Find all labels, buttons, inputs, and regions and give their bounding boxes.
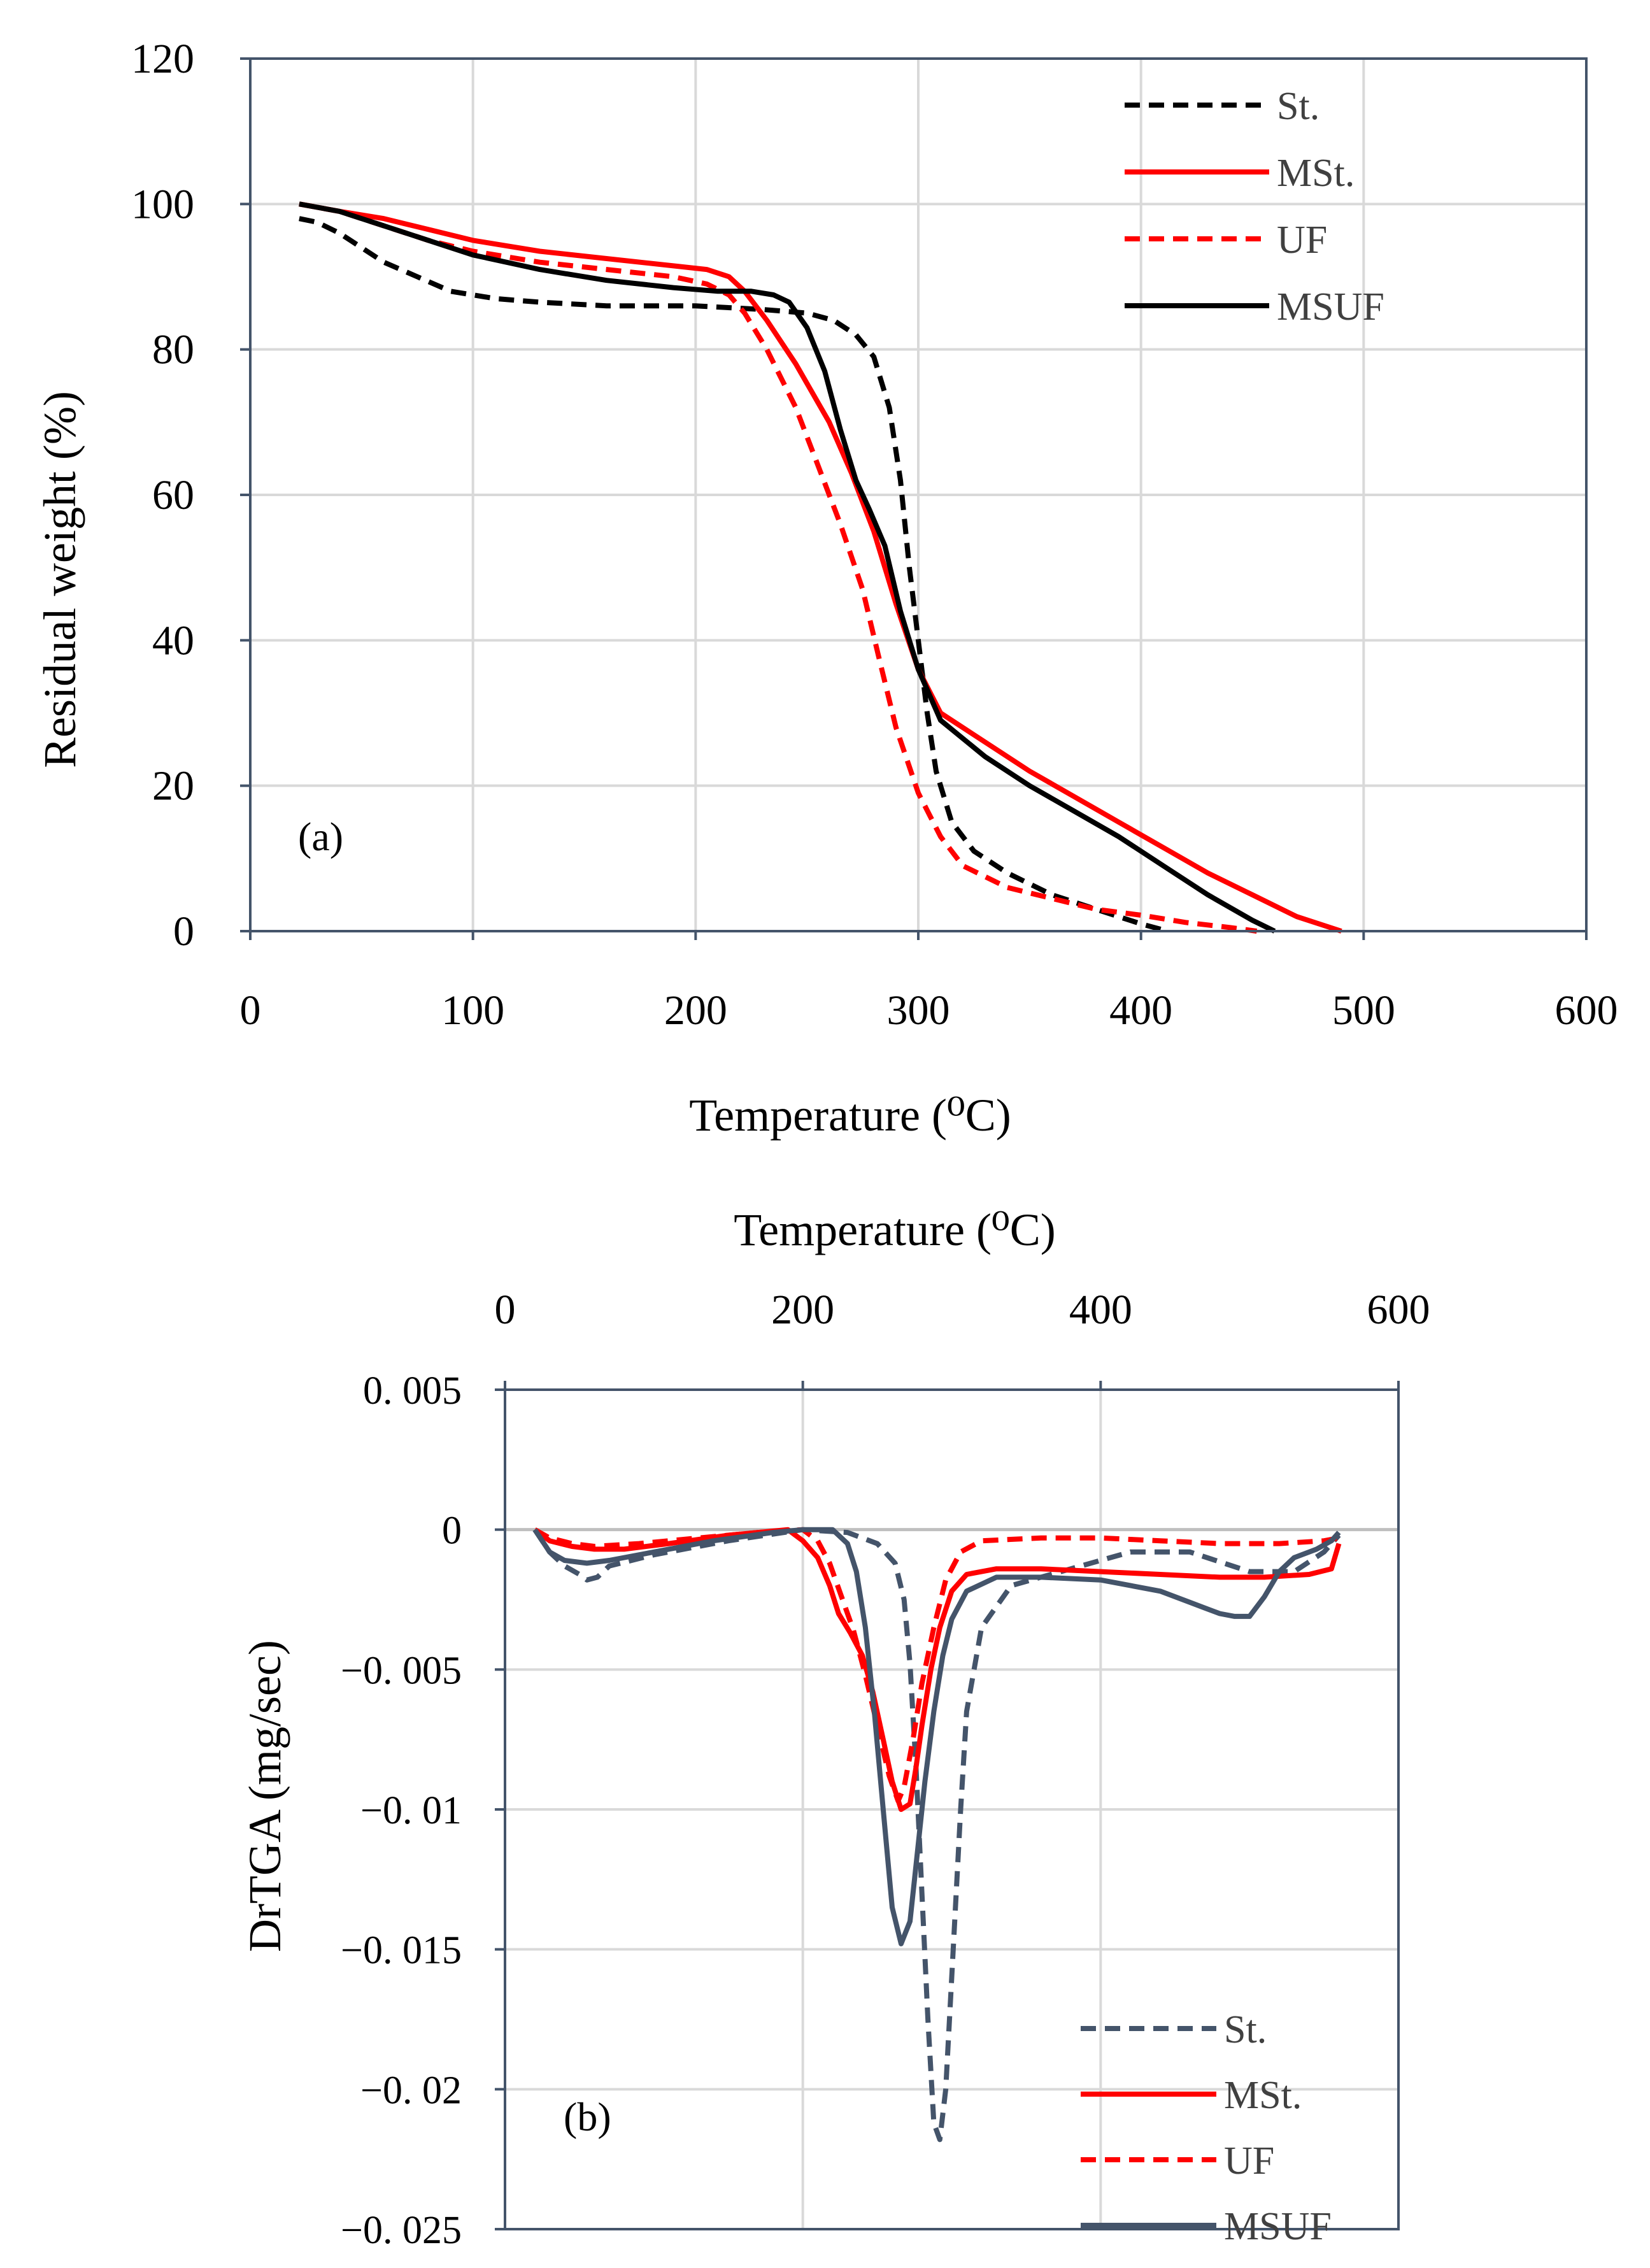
b-series-msuf-line — [532, 1527, 1341, 1946]
panel-a-label: (a) — [298, 814, 343, 859]
b-y-tick-label-6: −0. 025 — [341, 2209, 462, 2252]
panel-a-legend: St. MSt. UF MSUF — [1125, 85, 1384, 329]
b-x-tick-label-200: 200 — [771, 1287, 834, 1333]
a-y-tick-label-6: 120 — [131, 36, 194, 82]
b-legend-label-msuf: MSUF — [1224, 2205, 1332, 2248]
panel-a-axes — [240, 57, 1588, 940]
b-x-tick-label-600: 600 — [1367, 1287, 1430, 1333]
a-legend-label-uf: UF — [1277, 218, 1327, 262]
b-series-uf-line — [533, 1527, 1340, 1804]
a-y-tick-label-4: 80 — [152, 327, 194, 373]
panel-a-gridlines — [250, 59, 1586, 931]
b-y-tick-label-1: 0 — [442, 1509, 462, 1553]
b-y-tick-label-0: 0. 005 — [363, 1369, 462, 1413]
b-y-tick-label-4: −0. 015 — [341, 1929, 462, 1972]
a-x-tick-label-200: 200 — [664, 987, 727, 1034]
a-legend-label-msuf: MSUF — [1277, 285, 1384, 329]
b-y-tick-label-5: −0. 02 — [360, 2069, 462, 2112]
a-x-tick-label-0: 0 — [240, 987, 261, 1034]
b-legend-label-mst: MSt. — [1224, 2074, 1302, 2117]
panel-b-legend: St. MSt. UF MSUF — [1081, 2008, 1332, 2248]
a-series-mst-line — [299, 201, 1342, 934]
a-x-tick-label-300: 300 — [887, 987, 950, 1034]
a-series-st-line — [299, 216, 1169, 934]
panel-a-series-group — [299, 201, 1342, 934]
b-legend-label-uf: UF — [1224, 2139, 1274, 2183]
b-x-tick-label-400: 400 — [1069, 1287, 1132, 1333]
a-y-tick-label-3: 60 — [152, 472, 194, 518]
b-legend-label-st: St. — [1224, 2008, 1267, 2051]
panel-b-y-tick-labels: 0. 005 0 −0. 005 −0. 01 −0. 015 −0. 02 −0. 025 — [341, 1369, 462, 2252]
a-x-tick-label-100: 100 — [441, 987, 504, 1034]
b-y-tick-label-2: −0. 005 — [341, 1649, 462, 1692]
b-x-tick-label-0: 0 — [495, 1287, 516, 1333]
panel-a-x-axis-title: Temperature (⁰C) — [689, 1090, 1011, 1141]
panel-b-x-axis-title: Temperature (⁰C) — [734, 1204, 1056, 1255]
a-legend-label-st: St. — [1277, 85, 1319, 128]
panel-a-y-axis-title: Residual weight (%) — [34, 391, 85, 768]
a-series-msuf-line — [299, 201, 1276, 934]
panel-b-y-axis-title: DrTGA (mg/sec) — [239, 1640, 290, 1952]
panel-a-x-tick-labels: 0 100 200 300 400 500 600 — [240, 987, 1618, 1034]
panel-b-series-group — [532, 1527, 1342, 2143]
b-series-st-line — [532, 1527, 1341, 2143]
panel-a-tga-chart: 0 100 200 300 400 500 600 0 20 40 60 80 100 120 St. M… — [34, 36, 1618, 1141]
panel-b-label: (b) — [564, 2094, 611, 2139]
a-x-tick-label-600: 600 — [1555, 987, 1618, 1034]
a-x-tick-label-400: 400 — [1109, 987, 1172, 1034]
a-legend-label-mst: MSt. — [1277, 152, 1355, 195]
a-y-tick-label-2: 40 — [152, 617, 194, 664]
a-y-tick-label-5: 100 — [131, 181, 194, 227]
a-x-tick-label-500: 500 — [1332, 987, 1395, 1034]
panel-b-axes — [495, 1381, 1400, 2230]
a-series-uf-line — [299, 201, 1258, 934]
b-y-tick-label-3: −0. 01 — [360, 1789, 462, 1832]
a-y-tick-label-1: 20 — [152, 763, 194, 809]
panel-b-dtg-chart: Temperature (⁰C) 0 200 400 600 0. 005 0 −0. 0… — [239, 1204, 1430, 2252]
a-y-tick-label-0: 0 — [173, 908, 194, 955]
panel-a-y-tick-labels: 0 20 40 60 80 100 120 — [131, 36, 194, 955]
panel-b-x-tick-labels: 0 200 400 600 — [495, 1287, 1430, 1333]
